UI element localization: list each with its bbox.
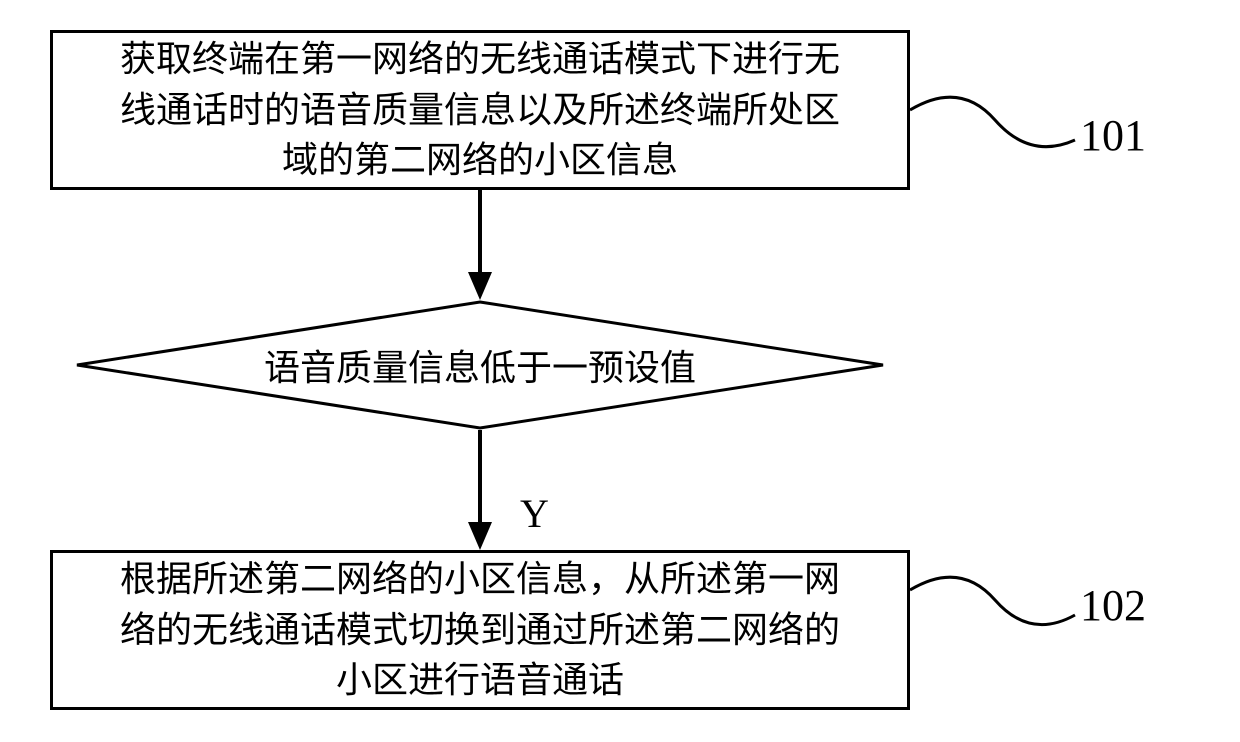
callout-label-101: 101 <box>1080 110 1146 161</box>
flow-decision-text: 语音质量信息低于一预设值 <box>75 300 885 430</box>
flow-box-2: 根据所述第二网络的小区信息，从所述第一网 络的无线通话模式切换到通过所述第二网络… <box>50 550 910 710</box>
flow-decision: 语音质量信息低于一预设值 <box>75 300 885 430</box>
flow-box-1-text: 获取终端在第一网络的无线通话模式下进行无 线通话时的语音质量信息以及所述终端所处… <box>120 34 840 185</box>
arrow-1-head <box>468 272 492 300</box>
arrow-2-line <box>478 430 482 522</box>
flow-box-2-text: 根据所述第二网络的小区信息，从所述第一网 络的无线通话模式切换到通过所述第二网络… <box>120 554 840 705</box>
callout-curve-1 <box>910 90 1080 170</box>
arrow-1-line <box>478 190 482 272</box>
arrow-2-label: Y <box>520 490 549 537</box>
callout-label-102: 102 <box>1080 580 1146 631</box>
flow-box-1: 获取终端在第一网络的无线通话模式下进行无 线通话时的语音质量信息以及所述终端所处… <box>50 30 910 190</box>
callout-curve-2 <box>910 565 1080 645</box>
decision-label: 语音质量信息低于一预设值 <box>264 339 696 391</box>
arrow-2-head <box>468 522 492 550</box>
